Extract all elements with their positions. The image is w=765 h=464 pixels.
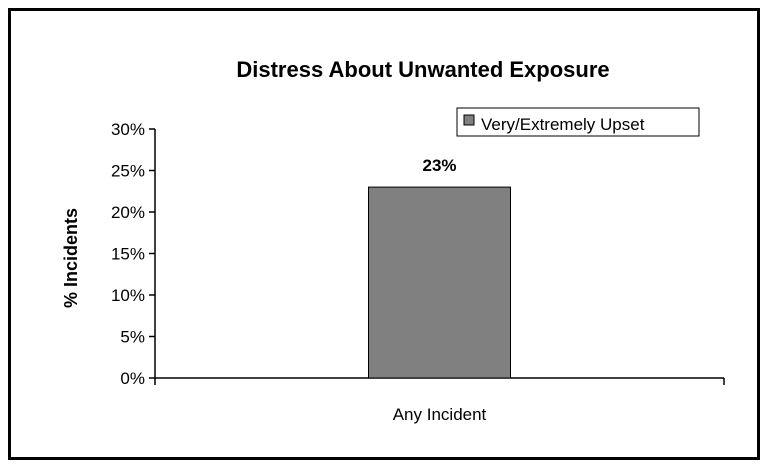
y-tick-label: 20% xyxy=(111,203,145,222)
y-tick-label: 5% xyxy=(120,328,145,347)
bar xyxy=(368,186,511,379)
legend-box xyxy=(456,107,700,137)
y-tick-label: 25% xyxy=(111,162,145,181)
legend-label: Very/Extremely Upset xyxy=(481,115,645,134)
legend-swatch xyxy=(463,114,475,126)
y-tick-label: 30% xyxy=(111,120,145,139)
y-tick-label: 10% xyxy=(111,286,145,305)
legend: Very/Extremely Upset xyxy=(456,107,700,137)
x-tick-label: Any Incident xyxy=(393,405,487,424)
plot-area: 0% 5% 10% 15% 20% 25% 30% 23% Any Incident xyxy=(111,120,725,424)
chart-title: Distress About Unwanted Exposure xyxy=(236,57,609,82)
y-tick-label: 0% xyxy=(120,369,145,388)
bar-data-label: 23% xyxy=(422,156,456,175)
chart-svg: Distress About Unwanted Exposure Very/Ex… xyxy=(61,57,725,424)
y-tick-label: 15% xyxy=(111,245,145,264)
y-axis-title: % Incidents xyxy=(61,208,81,308)
chart-frame: Distress About Unwanted Exposure Very/Ex… xyxy=(8,8,760,460)
